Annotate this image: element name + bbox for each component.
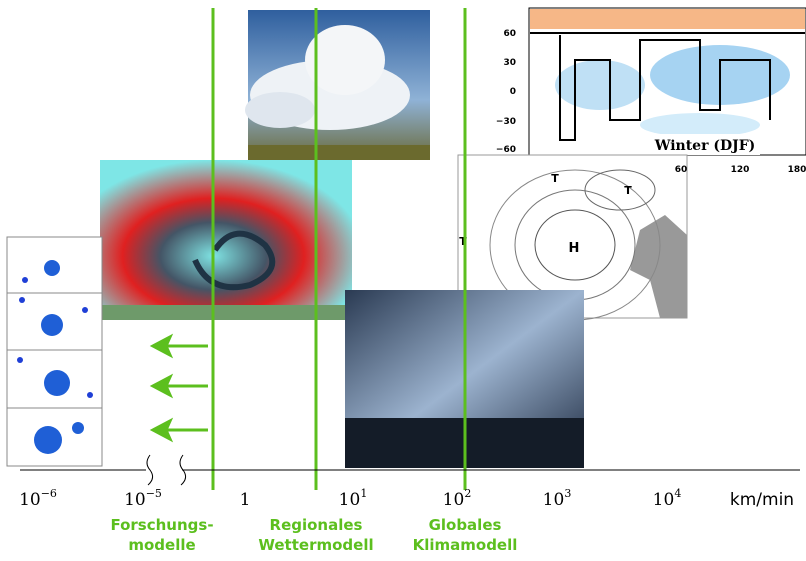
tick-label: 1 xyxy=(240,490,251,510)
tick-label: 10−5 xyxy=(124,487,162,510)
tick-base: 10 xyxy=(653,490,675,510)
lon-label: 180 xyxy=(788,165,806,175)
tick-exponent: 4 xyxy=(674,487,681,500)
model-label: modelle xyxy=(128,536,195,554)
tick-label: 102 xyxy=(443,487,472,510)
tick-base: 10 xyxy=(543,490,565,510)
model-label: Wettermodell xyxy=(258,536,373,554)
cloud-photo xyxy=(245,10,430,160)
climate-map xyxy=(529,8,806,155)
tick-exponent: −6 xyxy=(41,487,57,500)
lon-label: 120 xyxy=(731,165,750,175)
tick-base: 10 xyxy=(124,490,146,510)
pressure-label: H xyxy=(569,241,580,256)
lon-label: 60 xyxy=(675,165,688,175)
climate-lon-labels: 60 120 180 xyxy=(675,165,806,175)
tick-base: 1 xyxy=(240,490,251,510)
pressure-label: T xyxy=(624,184,632,197)
lat-label: 60 xyxy=(503,29,516,39)
tick-exponent: −5 xyxy=(146,487,162,500)
model-labels: Forschungs-modelle Regionales Wettermodell… xyxy=(110,516,517,554)
tick-label: 10−6 xyxy=(19,487,57,510)
lat-label: −30 xyxy=(496,117,516,127)
climate-caption: Winter (DJF) xyxy=(654,138,756,154)
pressure-label: T xyxy=(551,172,559,185)
tick-exponent: 1 xyxy=(360,487,367,500)
model-label: Globales xyxy=(429,516,502,534)
climate-lat-labels: 60 30 0 −30 −60 xyxy=(496,29,516,155)
model-label: Regionales xyxy=(270,516,363,534)
droplet-panel xyxy=(7,237,102,466)
lat-label: 0 xyxy=(510,87,516,97)
vortex-photo xyxy=(100,160,352,320)
unit-label: km/min xyxy=(730,490,794,510)
tick-base: 10 xyxy=(443,490,465,510)
lat-label: 30 xyxy=(503,58,516,68)
tick-base: 10 xyxy=(19,490,41,510)
tick-label: 101 xyxy=(339,487,368,510)
model-label: Klimamodell xyxy=(413,536,518,554)
diagram: 60 30 0 −30 −60 H T T T 60 120 180 Winte… xyxy=(0,0,806,561)
lat-label: −60 xyxy=(496,145,516,155)
arrows xyxy=(153,337,208,439)
tick-label: 104 xyxy=(653,487,682,510)
tick-exponent: 3 xyxy=(564,487,571,500)
model-label: Forschungs- xyxy=(110,516,213,534)
tick-base: 10 xyxy=(339,490,361,510)
tick-exponent: 2 xyxy=(464,487,471,500)
tick-label: 103 xyxy=(543,487,572,510)
